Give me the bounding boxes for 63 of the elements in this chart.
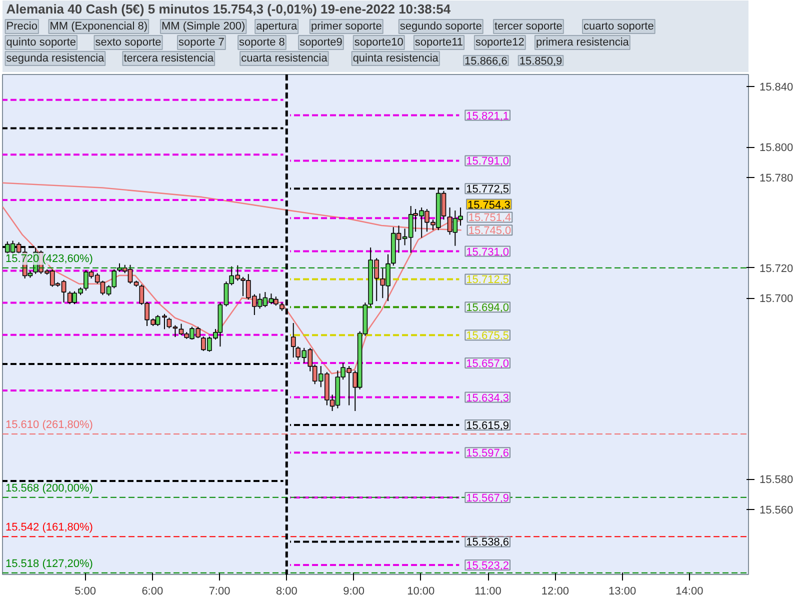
data-label: 15.615,9 (466, 420, 510, 432)
ref-line-label: 15.720 (423,60%) (6, 252, 93, 265)
text: soporte12 (475, 36, 524, 48)
y-tick-label: 15.720 (760, 262, 794, 275)
y-tick-label: 15.580 (760, 474, 794, 486)
x-tick-label: 14:00 (676, 586, 704, 598)
text: segunda resistencia (6, 52, 106, 64)
data-label: 15.712,5 (466, 274, 510, 286)
text: cuarta resistencia (241, 52, 328, 64)
x-tick-label: 5:00 (74, 586, 96, 598)
y-tick-label: 15.840 (760, 82, 794, 94)
text: quinto soporte (6, 36, 76, 48)
text: 15.866,6 (464, 56, 508, 68)
text: MM (Exponencial 8) (50, 20, 148, 32)
data-label: 15.694,0 (466, 302, 510, 314)
data-label: 15.538,6 (466, 536, 510, 549)
x-tick-label: 10:00 (407, 586, 435, 598)
x-tick-label: 11:00 (474, 586, 502, 598)
x-tick-label: 7:00 (208, 586, 230, 598)
text: 15.754,3 (468, 199, 510, 212)
text: soporte9 (300, 36, 342, 48)
y-tick-label: 15.700 (760, 293, 794, 306)
text: primera resistencia (536, 36, 630, 48)
y-tick-label: 15.800 (760, 142, 794, 154)
data-label: 15.772,5 (466, 184, 510, 196)
text: soporte 8 (239, 36, 285, 48)
data-label: 15.567,9 (466, 492, 510, 505)
y-tick-label: 15.780 (760, 172, 794, 184)
text: tercer soporte (494, 20, 562, 32)
x-tick-label: 9:00 (343, 586, 364, 598)
text: Precio (6, 20, 38, 32)
ref-line-label: 15.610 (261,80%) (6, 418, 93, 431)
data-label: 15.791,0 (466, 156, 510, 168)
x-tick-label: 6:00 (142, 586, 164, 598)
text: 15.850,9 (519, 56, 562, 68)
text: soporte11 (414, 36, 464, 48)
text: tercera resistencia (124, 52, 214, 64)
text: apertura (256, 20, 298, 32)
text: cuarto soporte (584, 20, 654, 32)
ref-line-label: 15.542 (161,80%) (6, 522, 93, 534)
text: segundo soporte (400, 20, 482, 32)
ref-line-label: 15.568 (200,00%) (6, 482, 93, 494)
text: soporte10 (354, 36, 404, 48)
text: sexto soporte (95, 36, 162, 48)
x-tick-label: 13:00 (608, 586, 636, 598)
y-tick-label: 15.560 (760, 504, 794, 516)
chart-title: Alemania 40 Cash (5€) 5 minutos 15.754,3 (-0,01%) 19-ene-2022 10:38:54 (6, 2, 452, 16)
data-label: 15.821,1 (466, 110, 510, 122)
text: soporte 7 (178, 36, 224, 48)
data-label: 15.751,4 (468, 212, 512, 224)
text: MM (Simple 200) (161, 20, 246, 32)
data-label: 15.657,0 (466, 358, 510, 370)
data-label: 15.597,6 (466, 448, 510, 460)
text: quinta resistencia (352, 52, 440, 64)
x-tick-label: 8:00 (276, 586, 298, 598)
data-label: 15.745,0 (468, 225, 512, 238)
data-label: 15.634,3 (466, 392, 510, 404)
x-tick-label: 12:00 (541, 586, 569, 598)
text: primer soporte (310, 20, 382, 32)
data-label: 15.523,2 (466, 560, 510, 572)
data-label: 15.731,0 (466, 246, 510, 258)
ref-line-label: 15.518 (127,20%) (6, 558, 93, 570)
data-label: 15.675,5 (466, 330, 510, 342)
